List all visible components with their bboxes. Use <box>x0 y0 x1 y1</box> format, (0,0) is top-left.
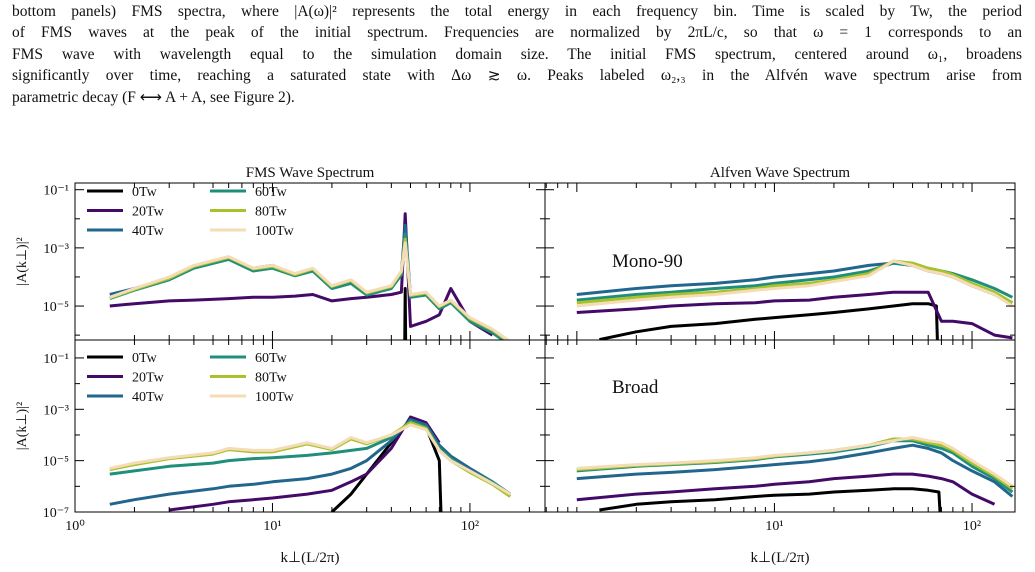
plot-area <box>109 415 512 512</box>
legend-label: 60Tw <box>255 185 288 200</box>
series-line <box>109 418 512 506</box>
annotation: Mono-90 <box>612 251 683 272</box>
plot-area <box>576 436 1014 512</box>
plot-background <box>75 340 545 512</box>
caption-line: FMS wave with wavelength equal to the si… <box>12 46 1022 63</box>
x-tick-label: 10¹ <box>765 519 783 534</box>
y-tick-label: 10⁻⁵ <box>43 300 69 315</box>
plot-area <box>109 212 511 340</box>
series-line <box>576 290 1013 340</box>
caption-line: significantly over time, reaching a satu… <box>12 67 1022 84</box>
legend-label: 20Tw <box>132 371 165 386</box>
y-tick-label: 10⁻³ <box>43 242 69 257</box>
x-tick-label: 10² <box>461 519 479 534</box>
y-axis-label: |A(k⊥)|² <box>15 237 30 285</box>
series-line <box>109 232 506 340</box>
axes-frame <box>544 339 1016 513</box>
series-line <box>599 302 939 340</box>
series-line <box>576 259 1014 308</box>
caption-line: parametric decay (F ⟷ A + A, see Figure … <box>12 89 295 106</box>
annotation: Broad <box>612 377 659 398</box>
x-axis-label: k⊥(L/2π) <box>281 550 340 566</box>
x-tick-label: 10² <box>963 519 981 534</box>
series-line <box>403 287 408 340</box>
legend-label: 40Tw <box>132 224 165 239</box>
caption-line: of FMS waves at the peak of the initial … <box>12 24 1022 41</box>
plot-area <box>576 259 1014 340</box>
series-line <box>109 241 511 340</box>
y-tick-label: 10⁻¹ <box>43 184 69 199</box>
series-line <box>576 436 1014 488</box>
series-line <box>599 487 942 512</box>
series-line <box>576 259 1014 305</box>
legend-label: 100Tw <box>255 390 295 405</box>
x-tick-label: 10⁰ <box>65 519 85 534</box>
panel-title: FMS Wave Spectrum <box>246 165 375 181</box>
series-line <box>169 415 441 512</box>
y-tick-label: 10⁻⁷ <box>43 506 69 521</box>
legend-label: 80Tw <box>255 205 288 220</box>
x-tick-label: 10¹ <box>263 519 281 534</box>
legend-label: 40Tw <box>132 390 165 405</box>
caption-line: bottom panels) FMS spectra, where |A(ω)|… <box>12 3 1022 20</box>
series-line <box>109 212 494 337</box>
series-line <box>576 472 996 506</box>
y-axis-label: |A(k⊥)|² <box>15 402 30 450</box>
panel-title: Alfven Wave Spectrum <box>710 165 850 181</box>
y-tick-label: 10⁻⁵ <box>43 455 69 470</box>
y-tick-label: 10⁻¹ <box>43 352 69 367</box>
series-line <box>109 423 511 496</box>
legend-label: 20Tw <box>132 205 165 220</box>
legend-label: 100Tw <box>255 224 295 239</box>
plot-background <box>545 340 1015 512</box>
legend-label: 80Tw <box>255 371 288 386</box>
series-line <box>576 261 1014 302</box>
y-tick-label: 10⁻³ <box>43 403 69 418</box>
legend-label: 0Tw <box>132 185 158 200</box>
x-axis-label: k⊥(L/2π) <box>751 550 810 566</box>
series-line <box>576 443 1014 498</box>
legend-label: 60Tw <box>255 351 288 366</box>
legend-label: 0Tw <box>132 351 158 366</box>
